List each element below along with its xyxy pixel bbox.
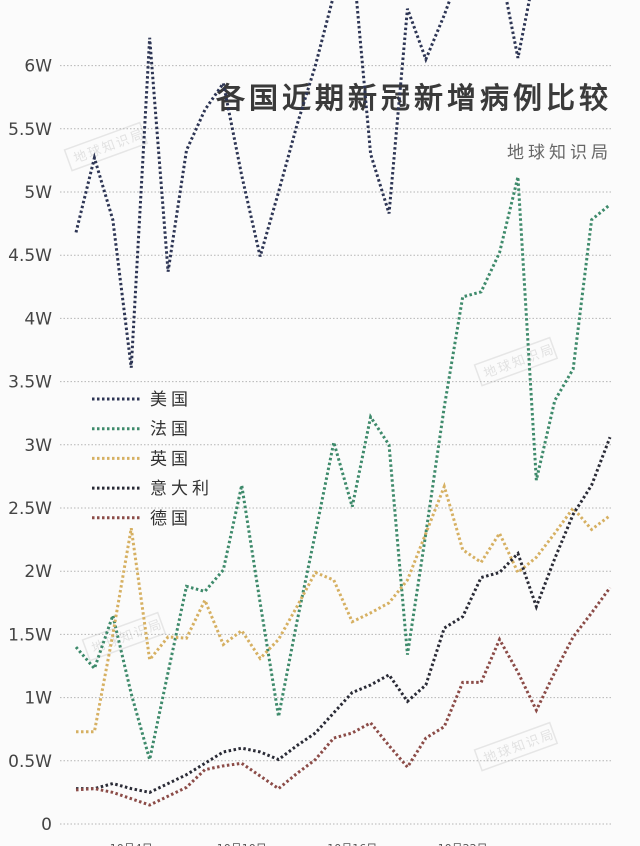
legend-label: 意大利 bbox=[150, 479, 213, 499]
x-axis-ticks: 10月4日 10月10日 10月16日 10月22日 bbox=[110, 842, 488, 846]
y-tick-label: 3.5W bbox=[8, 373, 52, 393]
y-tick-label: 4.5W bbox=[8, 246, 52, 266]
y-tick-label: 5W bbox=[24, 183, 52, 203]
y-tick-label: 0 bbox=[41, 815, 52, 835]
watermark-logo: 地球知识局 bbox=[63, 121, 149, 172]
y-tick-label: 2.5W bbox=[8, 499, 52, 519]
y-tick-label: 5.5W bbox=[8, 120, 52, 140]
y-tick-label: 1W bbox=[24, 689, 52, 709]
gridlines bbox=[60, 65, 612, 825]
y-tick-label: 3W bbox=[24, 436, 52, 456]
y-axis-ticks: 0 0.5W 1W 1.5W 2W 2.5W 3W 3.5W 4W 4.5W 5W 5.5W 6W bbox=[8, 57, 52, 835]
series-line-0 bbox=[74, 0, 531, 368]
legend-label: 法国 bbox=[150, 420, 192, 440]
watermark-logo: 地球知识局 bbox=[473, 336, 559, 387]
x-tick-label: 10月10日 bbox=[217, 842, 267, 846]
watermark-logo: 地球知识局 bbox=[473, 721, 559, 772]
y-tick-label: 1.5W bbox=[8, 625, 52, 645]
y-tick-label: 4W bbox=[24, 309, 52, 329]
series-line-1 bbox=[74, 176, 611, 760]
legend-label: 美国 bbox=[150, 390, 192, 410]
chart-subtitle: 地球知识局 bbox=[507, 143, 612, 163]
series-line-4 bbox=[75, 586, 612, 807]
x-tick-label: 10月22日 bbox=[438, 842, 488, 846]
y-tick-label: 0.5W bbox=[8, 752, 52, 772]
svg-text:地球知识局: 地球知识局 bbox=[72, 126, 148, 167]
legend-label: 英国 bbox=[150, 449, 192, 469]
y-tick-label: 6W bbox=[24, 57, 52, 77]
series-lines bbox=[74, 0, 612, 807]
series-line-3 bbox=[76, 436, 612, 794]
series-line-2 bbox=[76, 481, 611, 734]
x-tick-label: 10月4日 bbox=[110, 842, 153, 846]
x-tick-label: 10月16日 bbox=[327, 842, 377, 846]
chart-title: 各国近期新冠新增病例比较 bbox=[215, 81, 612, 115]
y-tick-label: 2W bbox=[24, 562, 52, 582]
legend-label: 德国 bbox=[150, 509, 192, 529]
svg-text:地球知识局: 地球知识局 bbox=[482, 341, 558, 382]
